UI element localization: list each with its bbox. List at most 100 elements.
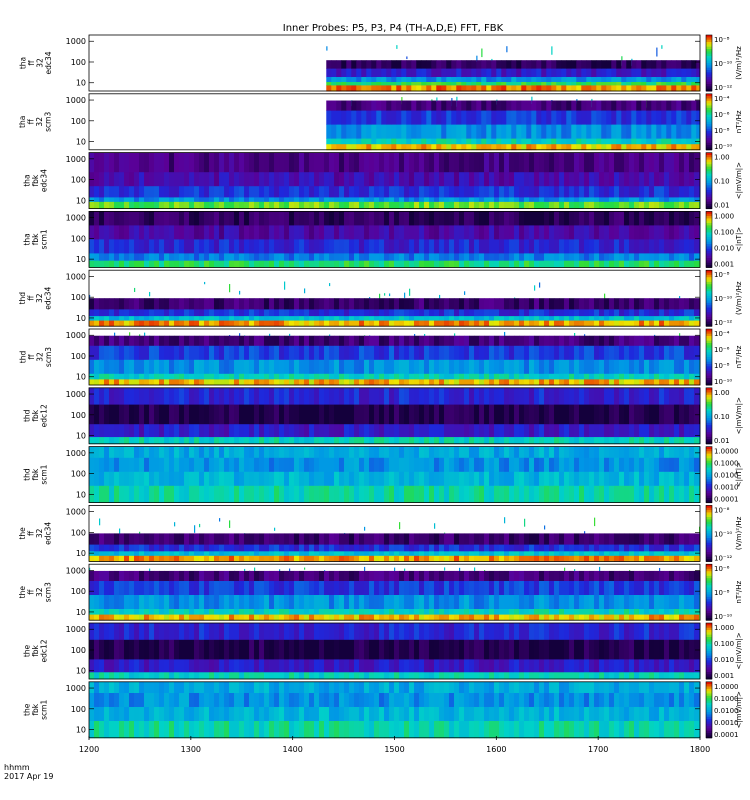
ytick-label: 10 bbox=[76, 549, 86, 558]
ylabel-line: edc34 bbox=[40, 169, 49, 192]
colorbar-tick-label: 10⁻⁸ bbox=[714, 271, 730, 279]
ytick-label: 100 bbox=[71, 352, 86, 361]
ytick-label: 10 bbox=[76, 490, 86, 499]
colorbar-the_ff_32_edc34: 10⁻⁸ 10⁻¹⁰ 10⁻¹²(V/m)²/Hz bbox=[705, 505, 743, 562]
colorbar-tick-label: 1.000 bbox=[714, 212, 734, 220]
colorbar-tick-label: 0.010 bbox=[714, 244, 734, 252]
colorbar-tha_ff_32_edc34: 10⁻⁸ 10⁻¹⁰ 10⁻¹²(V/m)²/Hz bbox=[705, 34, 743, 92]
ylabel-tha_ff_32_edc34: tha ff 32 edc34 bbox=[18, 51, 53, 74]
colorbar-thd_fbk_scm1: 1.0000 0.1000 0.0100 0.0010 0.0001 <|nT|> bbox=[705, 446, 743, 504]
spectrogram-tha_ff_32_scm3 bbox=[326, 96, 701, 151]
panel-tha_fbk_scm1: 1000 100 10 tha fbk scm1 1.000 0.100 0.010 0.001<… bbox=[23, 210, 743, 268]
ytick-label: 1000 bbox=[66, 625, 86, 634]
ytick-label: 100 bbox=[71, 176, 86, 185]
ylabel-line: 32 bbox=[35, 293, 44, 303]
panel-the_fbk_scm1: 1000 100 10 the fbk scm1 1.0000 0.1000 0.0100 0.0… bbox=[23, 681, 743, 739]
ytick-label: 1000 bbox=[66, 214, 86, 223]
ylabel-line: scm1 bbox=[40, 229, 49, 249]
xtick-label: 1600 bbox=[486, 745, 506, 754]
spectrogram-the_ff_32_edc34 bbox=[89, 517, 701, 562]
ytick-label: 100 bbox=[71, 587, 86, 596]
colorbar-unit: (V/m)²/Hz bbox=[735, 516, 743, 550]
ylabel-the_fbk_edc12: the fbk edc12 bbox=[23, 639, 49, 662]
panel-the_ff_32_scm3: 1000 100 10 the ff 32 scm3 10⁻⁶ 10⁻⁸ 10⁻¹⁰ nT²/Hz bbox=[18, 563, 743, 621]
panel-tha_fbk_edc34: 1000 100 10 tha fbk edc34 1.00 0.10 0.01 <|mV/m|> bbox=[23, 152, 743, 210]
ylabel-line: fbk bbox=[31, 644, 40, 656]
ylabel-line: scm3 bbox=[44, 112, 53, 132]
xtick-label: 1800 bbox=[690, 745, 710, 754]
panel-tha_ff_32_scm3: 1000 100 10 tha ff 32 scm3 10⁻⁴ 10⁻⁶ 10⁻⁸ 10⁻¹⁰ nT²… bbox=[18, 93, 743, 151]
ylabel-line: 32 bbox=[35, 58, 44, 68]
colorbar-tick-label: 10⁻¹⁰ bbox=[714, 60, 732, 68]
xtick-label: 1400 bbox=[282, 745, 302, 754]
panel-frame bbox=[88, 210, 701, 268]
colorbar-tick-label: 0.01 bbox=[714, 202, 730, 210]
ytick-label: 10 bbox=[76, 373, 86, 382]
ylabel-line: fbk bbox=[31, 703, 40, 715]
ylabel-thd_ff_32_scm3: thd ff 32 scm3 bbox=[18, 347, 53, 367]
ylabel-line: edc34 bbox=[44, 522, 53, 545]
ytick-label: 1000 bbox=[66, 331, 86, 340]
ylabel-line: scm3 bbox=[44, 347, 53, 367]
x-axis: 1200 1300 1400 1500 1600 1700 1800 bbox=[79, 736, 710, 754]
colorbar-tick-label: 10⁻⁸ bbox=[714, 362, 730, 370]
panel-thd_fbk_scm1: 1000 100 10 thd fbk scm1 1.0000 0.1000 0.0100 0.0… bbox=[23, 446, 743, 504]
colorbar-unit: <|mV/m|> bbox=[735, 162, 743, 199]
ytick-label: 10 bbox=[76, 726, 86, 735]
spectrogram-the_ff_32_scm3 bbox=[89, 566, 701, 621]
ytick-label: 1000 bbox=[66, 449, 86, 458]
ylabel-line: ff bbox=[27, 60, 36, 66]
ylabel-line: edc12 bbox=[40, 404, 49, 427]
ylabel-line: fbk bbox=[31, 233, 40, 245]
ylabel-tha_fbk_scm1: tha fbk scm1 bbox=[23, 229, 49, 249]
panel-frame bbox=[88, 93, 701, 151]
ytick-label: 10 bbox=[76, 314, 86, 323]
colorbar-tick-label: 0.001 bbox=[714, 672, 734, 680]
ylabel-line: scm1 bbox=[40, 700, 49, 720]
colorbar-tick-label: 10⁻¹⁰ bbox=[714, 143, 732, 151]
colorbar-tick-label: 10⁻⁶ bbox=[714, 565, 730, 573]
ytick-label: 10 bbox=[76, 79, 86, 88]
colorbar-tick-label: 1.0000 bbox=[714, 448, 739, 456]
colorbar-tick-label: 0.100 bbox=[714, 640, 734, 648]
ylabel-line: thd bbox=[18, 351, 27, 364]
ylabel-line: edc12 bbox=[40, 639, 49, 662]
spectrogram-tha_fbk_edc34 bbox=[89, 152, 701, 209]
ylabel-thd_ff_32_edc34: thd ff 32 edc34 bbox=[18, 286, 53, 309]
colorbar-tick-label: 0.0100 bbox=[714, 707, 739, 715]
colorbar-tick-label: 10⁻⁴ bbox=[714, 330, 730, 338]
colorbar-unit: (V/m)²/Hz bbox=[735, 281, 743, 315]
ytick-label: 10 bbox=[76, 255, 86, 264]
ylabel-line: tha bbox=[23, 233, 32, 245]
ylabel-line: ff bbox=[27, 295, 36, 301]
ylabel-line: 32 bbox=[35, 352, 44, 362]
ylabel-line: the bbox=[23, 644, 32, 657]
colorbar-tick-label: 10⁻¹⁰ bbox=[714, 613, 732, 621]
ylabel-line: thd bbox=[23, 409, 32, 422]
colorbar-tick-label: 0.010 bbox=[714, 656, 734, 664]
ytick-label: 1000 bbox=[66, 96, 86, 105]
colorbar-tick-label: 10⁻¹² bbox=[714, 84, 732, 92]
ytick-label: 100 bbox=[71, 234, 86, 243]
colorbar-thd_ff_32_scm3: 10⁻⁴ 10⁻⁶ 10⁻⁸ 10⁻¹⁰ nT²/Hz bbox=[705, 328, 743, 386]
panel-frame bbox=[88, 152, 701, 210]
ylabel-line: thd bbox=[18, 292, 27, 305]
spectrogram-tha_fbk_scm1 bbox=[89, 211, 701, 268]
ylabel-thd_fbk_edc12: thd fbk edc12 bbox=[23, 404, 49, 427]
colorbar-unit: nT²/Hz bbox=[735, 580, 743, 603]
colorbar-tick-label: 0.0010 bbox=[714, 484, 739, 492]
colorbar-unit: <|nT|> bbox=[735, 227, 743, 252]
colorbar-tick-label: 0.0010 bbox=[714, 719, 739, 727]
ytick-label: 100 bbox=[71, 646, 86, 655]
spectrogram-thd_fbk_scm1 bbox=[89, 446, 701, 503]
colorbar-tick-label: 0.0001 bbox=[714, 731, 739, 739]
colorbar-tick-label: 1.0000 bbox=[714, 683, 739, 691]
colorbar-tick-label: 0.0100 bbox=[714, 472, 739, 480]
spectrogram-thd_ff_32_scm3 bbox=[89, 331, 701, 386]
colorbar-tick-label: 0.10 bbox=[714, 413, 730, 421]
colorbar-the_fbk_edc12: 1.000 0.100 0.010 0.001<|mV/m|> bbox=[705, 622, 743, 680]
colorbar-tick-label: 10⁻⁸ bbox=[714, 506, 730, 514]
spectrogram-thd_fbk_edc12 bbox=[89, 387, 701, 445]
